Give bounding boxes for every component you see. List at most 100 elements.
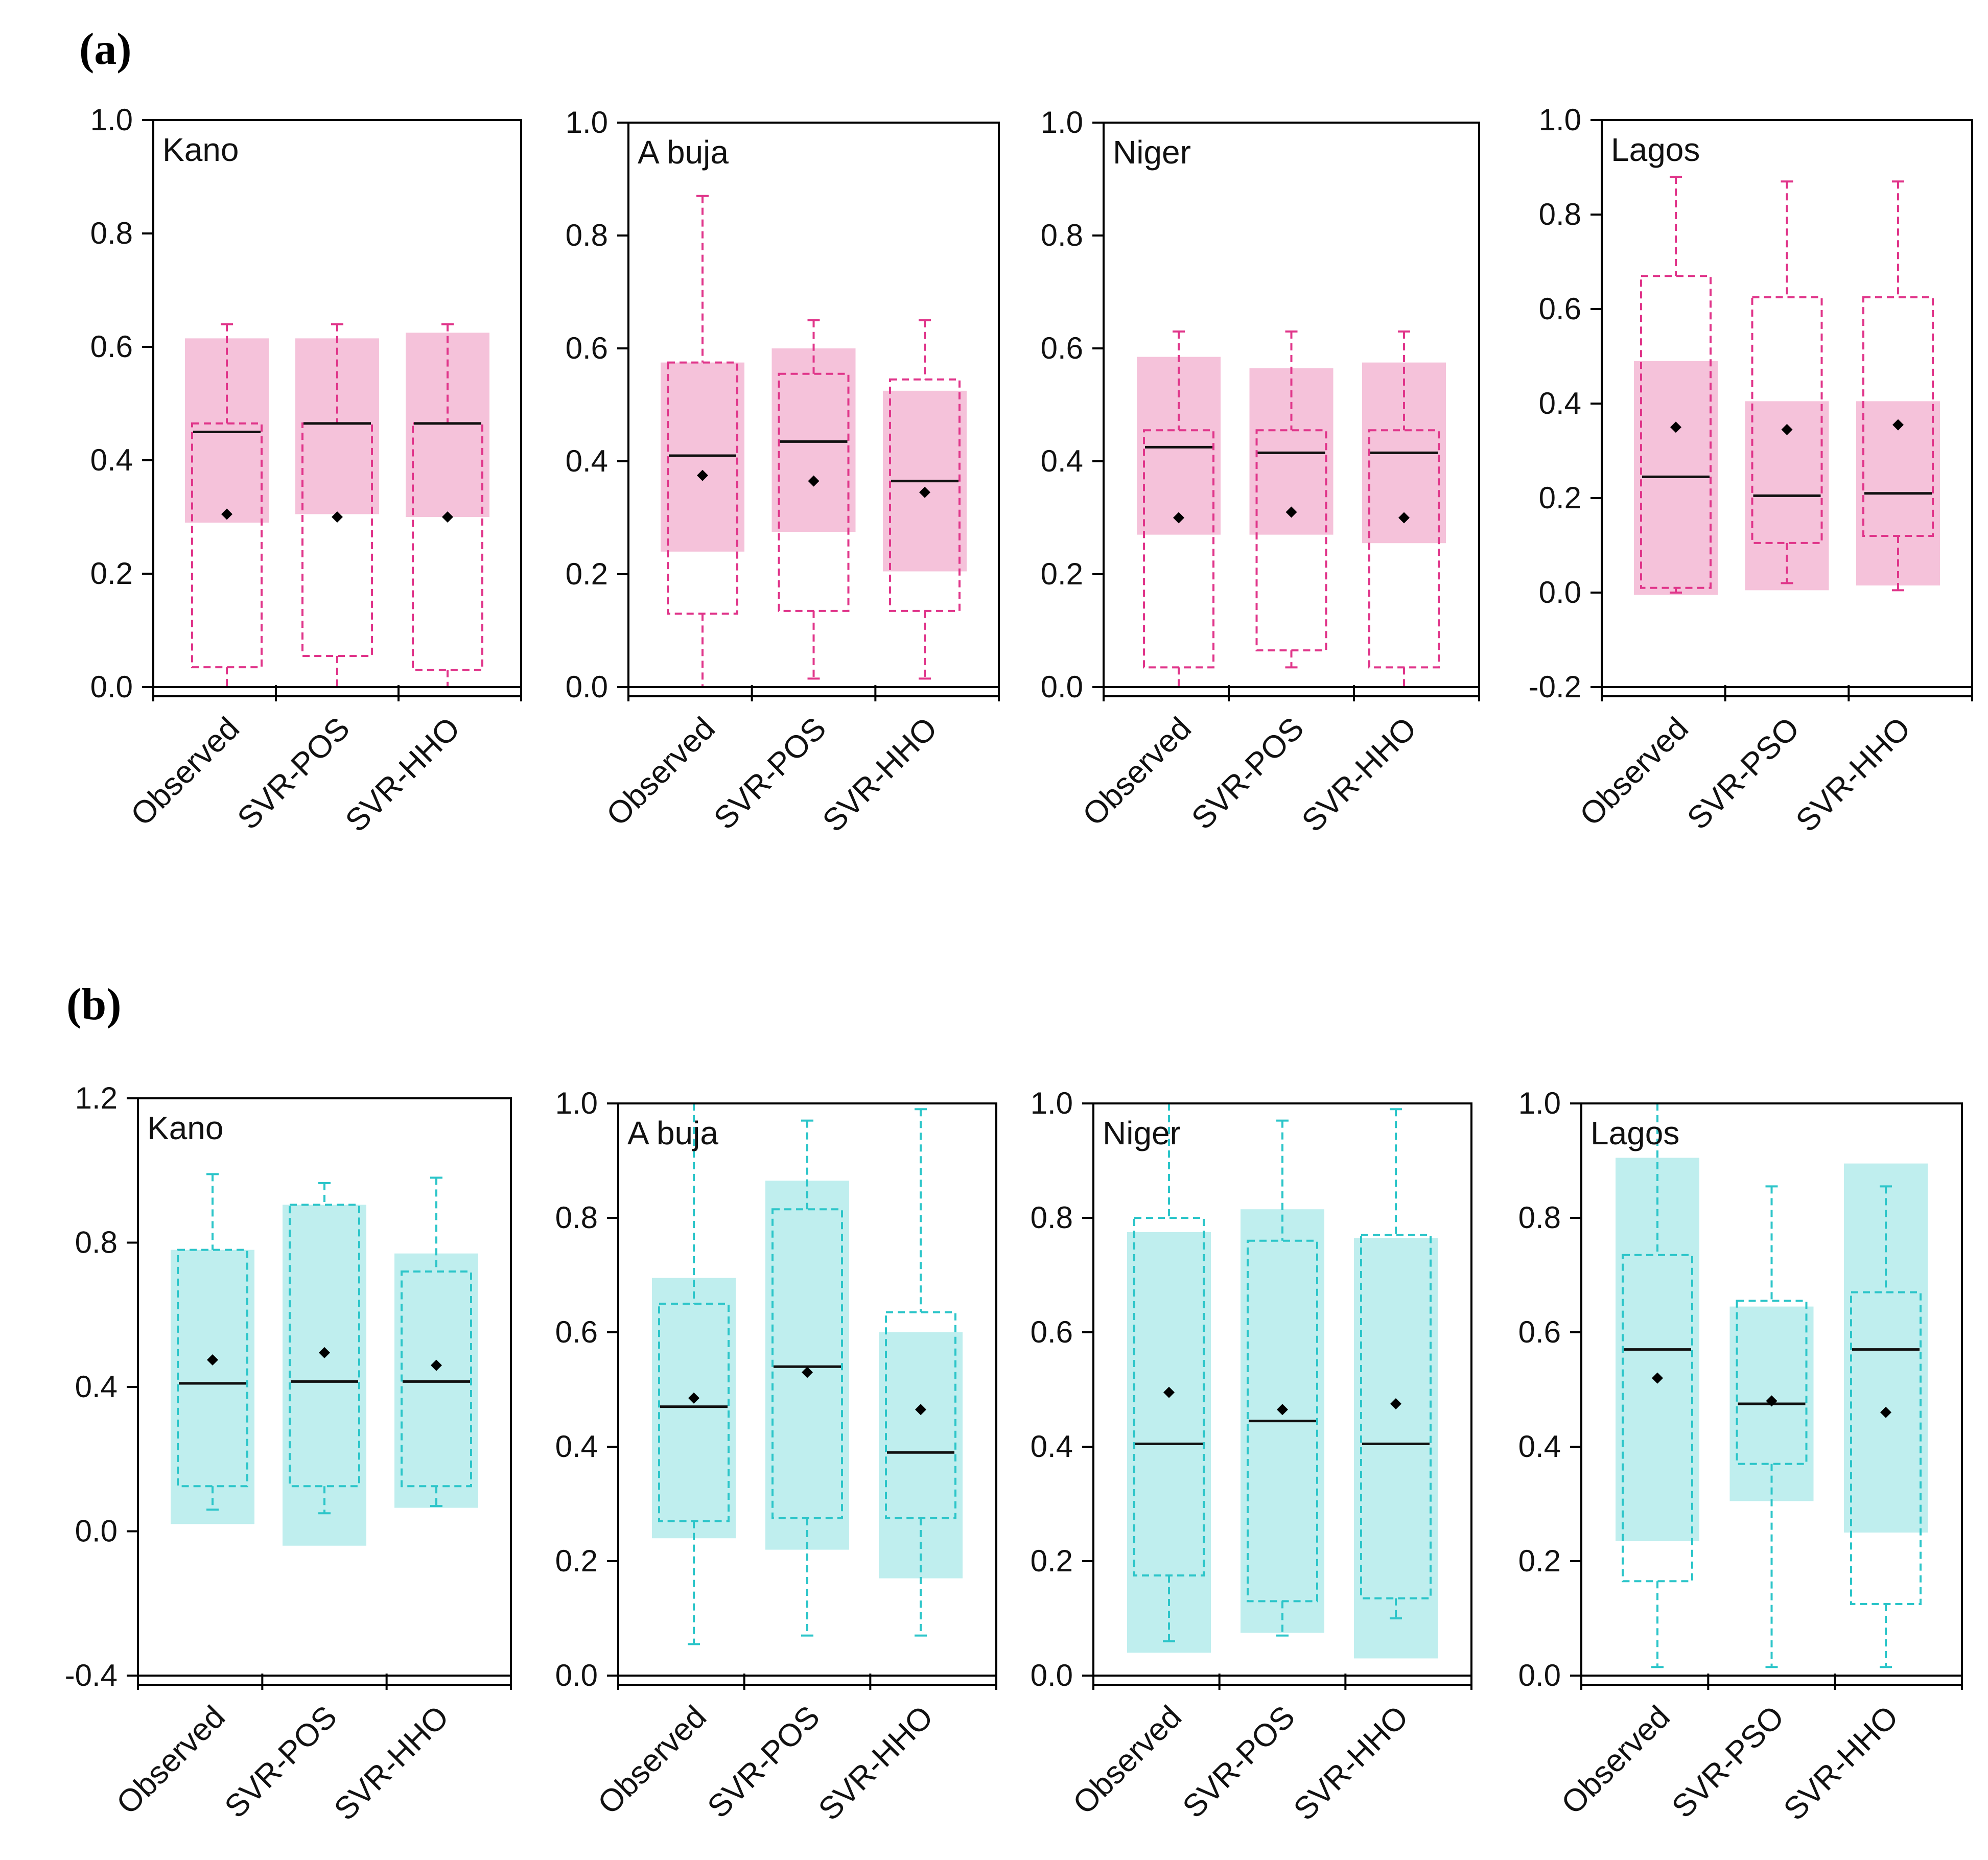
box-observed xyxy=(1616,1102,1699,1668)
plot-frame xyxy=(617,1102,997,1677)
y-tick-label: 0.0 xyxy=(1031,1658,1073,1692)
plot-frame xyxy=(1580,1102,1963,1677)
mean-marker-observed xyxy=(697,469,708,481)
y-tick-label: 0.2 xyxy=(1031,1544,1073,1578)
mean-marker-svr-pso xyxy=(1766,1395,1777,1407)
y-tick-label: 0.0 xyxy=(1539,575,1581,609)
y-tick-label: 0.8 xyxy=(1539,197,1581,231)
mean-marker-svr-pos xyxy=(802,1367,813,1378)
iqr-box-svr-hho xyxy=(1368,429,1440,669)
box-svr-pos xyxy=(1241,1119,1324,1637)
y-tick-label: 0.8 xyxy=(90,216,133,250)
box-svr-hho xyxy=(394,1176,478,1508)
mean-marker-svr-pos xyxy=(1285,506,1297,518)
box-svr-pos xyxy=(771,319,856,680)
mean-marker-observed xyxy=(1670,421,1681,433)
box-svr-hho xyxy=(879,1108,963,1637)
y-tick-label: -0.4 xyxy=(65,1658,118,1692)
iqr-box-svr-pos xyxy=(301,422,373,657)
iqr-box-observed xyxy=(1133,1217,1205,1576)
plot-frame xyxy=(1092,1102,1472,1677)
y-tick-label: 1.0 xyxy=(1518,1086,1561,1120)
mean-marker-svr-pos xyxy=(319,1347,330,1358)
y-tick-label: 0.4 xyxy=(555,1429,598,1464)
band-observed xyxy=(661,362,744,552)
y-tick-label: 0.6 xyxy=(1041,331,1083,365)
box-svr-pos xyxy=(295,323,379,688)
y-tick-label: 0.6 xyxy=(1031,1315,1073,1349)
iqr-box-svr-hho xyxy=(401,1270,472,1488)
y-tick-label: 0.2 xyxy=(1041,557,1083,591)
iqr-box-svr-pos xyxy=(1255,429,1327,652)
panel-label-a: (a) xyxy=(79,25,132,74)
y-tick-label: 0.2 xyxy=(566,557,608,591)
mean-marker-svr-hho xyxy=(442,511,453,523)
y-tick-label: 1.0 xyxy=(555,1086,598,1120)
y-tick-label: 0.8 xyxy=(566,218,608,252)
mean-marker-observed xyxy=(1173,512,1184,524)
y-tick-label: 0.2 xyxy=(90,556,133,591)
y-tick-label: 1.2 xyxy=(75,1081,118,1115)
y-tick-label: 0.0 xyxy=(75,1514,118,1548)
band-observed xyxy=(171,1250,254,1524)
mean-marker-observed xyxy=(207,1354,218,1366)
mean-marker-svr-hho xyxy=(1390,1398,1401,1409)
y-tick-label: 1.0 xyxy=(1031,1086,1073,1120)
y-tick-label: 0.8 xyxy=(1041,218,1083,252)
y-tick-label: -0.2 xyxy=(1529,670,1581,704)
box-observed xyxy=(1634,176,1718,595)
box-svr-hho xyxy=(1362,330,1446,688)
chart-panel-b-niger: 0.00.20.40.60.81.0ObservedSVR-POSSVR-HHO… xyxy=(1031,1086,1472,1827)
iqr-box-observed xyxy=(1622,1254,1693,1583)
box-observed xyxy=(661,195,744,688)
y-tick-label: 0.6 xyxy=(555,1315,598,1349)
box-observed xyxy=(1127,1102,1211,1653)
mean-marker-svr-hho xyxy=(919,486,930,498)
y-tick-label: 0.0 xyxy=(566,670,608,704)
box-observed xyxy=(171,1173,254,1524)
band-svr-pos xyxy=(771,348,856,532)
y-tick-label: 0.2 xyxy=(1518,1544,1561,1578)
y-tick-label: 0.4 xyxy=(75,1370,118,1404)
y-tick-label: 1.0 xyxy=(566,105,608,139)
panel-label-b: (b) xyxy=(66,980,122,1029)
y-tick-label: 0.0 xyxy=(555,1658,598,1692)
iqr-box-svr-hho xyxy=(885,1311,956,1520)
y-tick-label: 0.8 xyxy=(555,1200,598,1235)
band-observed xyxy=(185,338,269,523)
box-svr-hho xyxy=(406,323,489,688)
iqr-box-svr-pos xyxy=(771,1208,843,1519)
y-tick-label: 0.4 xyxy=(90,443,133,477)
iqr-box-svr-hho xyxy=(1850,1291,1922,1606)
y-tick-label: 0.6 xyxy=(566,331,608,365)
mean-marker-svr-hho xyxy=(915,1404,926,1416)
box-svr-pos xyxy=(1249,330,1334,669)
band-observed xyxy=(1137,357,1221,535)
iqr-box-svr-pos xyxy=(778,372,850,612)
band-svr-pos xyxy=(295,338,379,514)
y-tick-label: 1.0 xyxy=(1041,105,1083,139)
chart-title-panel-a-niger: Niger xyxy=(1113,134,1191,171)
chart-title-panel-b-kano: Kano xyxy=(147,1110,223,1146)
y-tick-label: 0.0 xyxy=(1518,1658,1561,1692)
band-svr-hho xyxy=(879,1332,963,1579)
y-tick-label: 0.4 xyxy=(1041,444,1083,478)
iqr-box-svr-hho xyxy=(412,422,483,671)
y-tick-label: 0.6 xyxy=(1518,1315,1561,1349)
mean-marker-observed xyxy=(221,508,232,520)
chart-title-panel-a-kano: Kano xyxy=(162,131,239,168)
y-tick-label: 0.4 xyxy=(1518,1429,1561,1464)
iqr-box-svr-pso xyxy=(1751,296,1823,544)
chart-title-panel-a-lagos: Lagos xyxy=(1611,131,1700,168)
band-svr-pos xyxy=(283,1205,366,1546)
plot-frame xyxy=(152,119,522,688)
mean-marker-svr-pos xyxy=(1277,1404,1288,1416)
box-svr-pos xyxy=(765,1119,849,1637)
chart-title-panel-b-abuja: A buja xyxy=(627,1115,718,1151)
box-svr-hho xyxy=(1354,1108,1438,1659)
box-svr-pos xyxy=(283,1182,366,1546)
chart-title-panel-b-lagos: Lagos xyxy=(1591,1115,1679,1151)
plot-frame xyxy=(1103,122,1480,688)
